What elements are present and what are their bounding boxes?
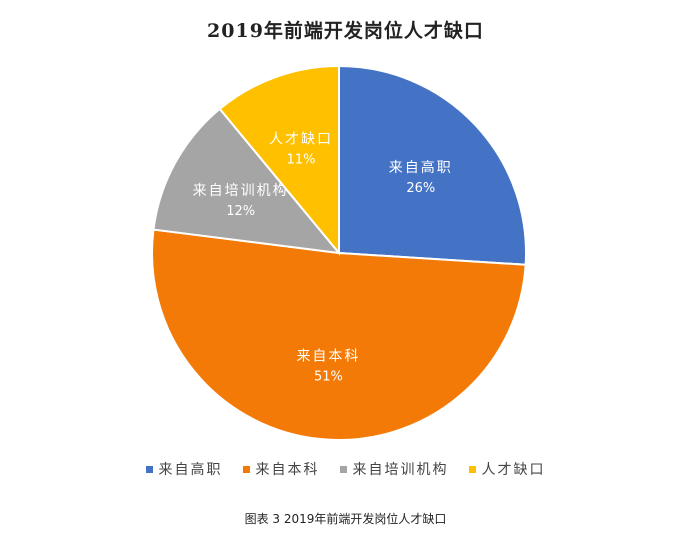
legend-item-high-vocational: 来自高职 <box>145 459 223 479</box>
legend-label-high-vocational: 来自高职 <box>158 462 223 478</box>
legend-item-training-institution: 来自培训机构 <box>339 459 449 479</box>
legend-label-undergraduate: 来自本科 <box>255 462 320 478</box>
slice-value-label-talent-gap: 11% <box>287 152 316 167</box>
figure-caption: 图表 3 2019年前端开发岗位人才缺口 <box>244 512 447 526</box>
slice-value-label-training-institution: 12% <box>226 204 255 219</box>
slice-value-label-high-vocational: 26% <box>406 181 435 196</box>
legend-label-training-institution: 来自培训机构 <box>352 462 449 478</box>
slice-category-label-talent-gap: 人才缺口 <box>269 131 333 147</box>
legend-swatch-undergraduate <box>242 465 250 473</box>
legend-label-talent-gap: 人才缺口 <box>481 462 546 478</box>
slice-category-label-high-vocational: 来自高职 <box>389 159 453 176</box>
legend-swatch-training-institution <box>339 465 347 473</box>
slice-category-label-undergraduate: 来自本科 <box>296 349 360 365</box>
slice-value-label-undergraduate: 51% <box>314 370 343 385</box>
slice-category-label-training-institution: 来自培训机构 <box>193 183 289 199</box>
chart-title: 2019年前端开发岗位人才缺口 <box>207 20 484 42</box>
pie-slice-high-vocational <box>338 64 527 266</box>
chart-legend: 来自高职 来自本科 来自培训机构 人才缺口 <box>0 459 691 479</box>
pie-slice-training-institution <box>152 107 342 255</box>
legend-swatch-high-vocational <box>145 465 153 473</box>
legend-item-talent-gap: 人才缺口 <box>468 459 546 479</box>
pie-slice-undergraduate <box>151 228 527 442</box>
legend-item-undergraduate: 来自本科 <box>242 459 320 479</box>
pie-slice-talent-gap <box>218 64 340 256</box>
legend-swatch-talent-gap <box>468 465 476 473</box>
